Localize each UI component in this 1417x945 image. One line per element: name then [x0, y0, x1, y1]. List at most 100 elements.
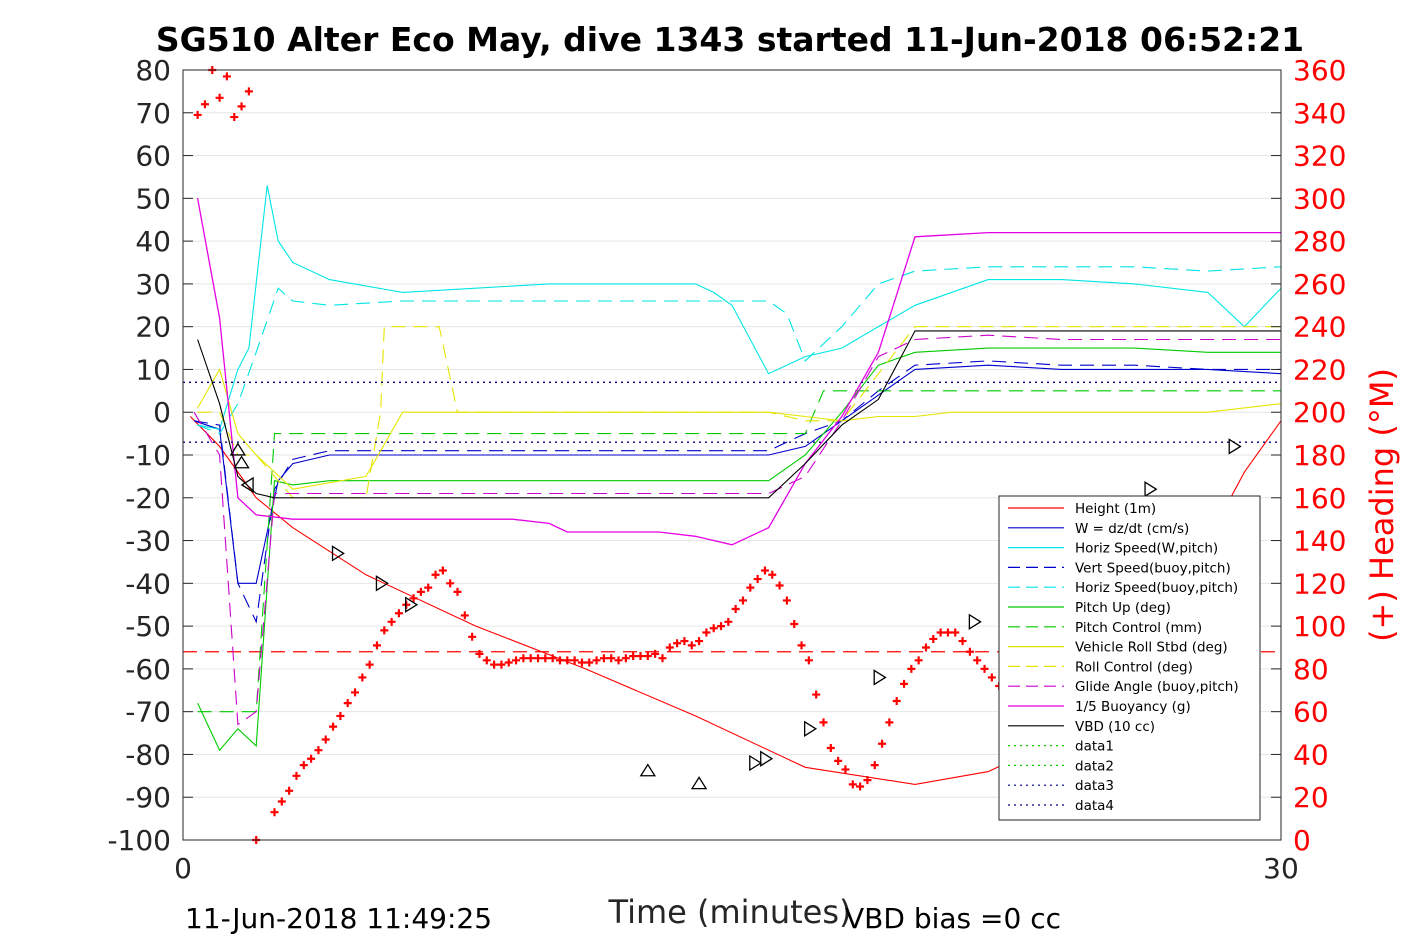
ticks: 80706050403020100-10-20-30-40-50-60-70-8…: [107, 54, 1346, 885]
x-axis-label: Time (minutes): [608, 893, 852, 931]
footer-timestamp: 11-Jun-2018 11:49:25: [185, 902, 492, 935]
heading-point: [277, 797, 286, 806]
heading-point: [512, 656, 521, 665]
height-marker: [639, 763, 656, 777]
heading-point: [244, 87, 253, 96]
series-line-6: [197, 390, 1281, 713]
y2-tick-label: 0: [1293, 824, 1311, 857]
height-marker: [690, 776, 708, 790]
heading-point: [951, 628, 960, 637]
heading-point: [695, 637, 704, 646]
heading-point: [446, 579, 455, 588]
y-tick-label: -80: [125, 738, 171, 771]
heading-point: [943, 628, 952, 637]
series-line-8: [197, 326, 1281, 499]
heading-point: [848, 780, 857, 789]
heading-point: [651, 649, 660, 658]
y-tick-label: -40: [125, 567, 171, 600]
y2-tick-label: 80: [1293, 653, 1329, 686]
heading-point: [482, 656, 491, 665]
height-marker: [375, 575, 389, 592]
height-marker: [229, 442, 247, 456]
heading-point: [336, 711, 345, 720]
y-tick-label: -60: [125, 653, 171, 686]
x-tick-label: 0: [174, 852, 192, 885]
y-tick-label: 20: [135, 311, 171, 344]
legend-label-14: data3: [1075, 778, 1114, 794]
heading-point: [643, 652, 652, 661]
y-tick-label: 0: [153, 396, 171, 429]
y2-tick-label: 260: [1293, 268, 1346, 301]
heading-point: [629, 652, 638, 661]
height-marker: [1144, 481, 1158, 498]
y-tick-label: 30: [135, 268, 171, 301]
y-tick-label: -20: [125, 482, 171, 515]
heading-point: [299, 761, 308, 770]
legend-label-5: Pitch Up (deg): [1075, 600, 1171, 616]
y2-tick-label: 300: [1293, 182, 1346, 215]
heading-point: [929, 634, 938, 643]
heading-point: [665, 643, 674, 652]
height-marker: [233, 455, 250, 469]
height-marker: [240, 476, 254, 494]
y2-tick-label: 120: [1293, 567, 1346, 600]
heading-point: [680, 637, 689, 646]
heading-point: [819, 718, 828, 727]
legend-label-7: Vehicle Roll Stbd (deg): [1075, 640, 1228, 656]
heading-point: [731, 605, 740, 613]
heading-point: [702, 628, 711, 637]
heading-point: [768, 570, 777, 579]
heading-point: [541, 654, 550, 663]
y-tick-label: 80: [135, 54, 171, 87]
heading-point: [907, 664, 916, 673]
heading-point: [790, 619, 799, 628]
heading-point: [490, 660, 499, 669]
series-line-10: [196, 198, 1281, 546]
heading-point: [987, 673, 996, 682]
heading-point: [965, 647, 974, 656]
heading-point: [775, 581, 784, 590]
height-marker: [405, 596, 419, 613]
heading-point: [497, 660, 506, 669]
heading-point: [863, 776, 872, 785]
legend-label-13: data2: [1075, 758, 1114, 774]
footer-vbd-bias: VBD bias =0 cc: [845, 902, 1061, 935]
heading-point: [826, 744, 835, 753]
y2-tick-label: 280: [1293, 225, 1346, 258]
heading-point: [607, 654, 616, 663]
heading-point: [658, 654, 667, 663]
heading-point: [548, 654, 557, 663]
series-line-7: [197, 367, 1282, 490]
heading-point: [409, 594, 418, 603]
heading-point: [760, 566, 769, 575]
height-marker: [760, 750, 774, 767]
heading-point: [387, 617, 396, 626]
height-marker: [873, 669, 887, 686]
heading-point: [460, 611, 469, 620]
series-line-1: [193, 364, 1282, 584]
legend-label-3: Vert Speed(buoy,pitch): [1075, 560, 1231, 576]
heading-point: [270, 808, 279, 817]
heading-point: [519, 654, 528, 663]
heading-point: [329, 722, 338, 731]
series-line-2: [197, 185, 1282, 430]
heading-point: [416, 587, 425, 596]
heading-point: [394, 609, 403, 618]
y2-tick-label: 360: [1293, 54, 1346, 87]
y-tick-label: -50: [125, 610, 171, 643]
legend-box: [998, 495, 1261, 821]
heading-point: [200, 100, 209, 109]
heading-point: [343, 699, 352, 708]
heading-point: [351, 688, 360, 697]
series-line-9: [193, 334, 1281, 726]
heading-point: [372, 641, 381, 650]
height-marker: [331, 545, 345, 562]
heading-point: [856, 782, 865, 791]
height-marker: [1228, 438, 1242, 455]
y-tick-label: 60: [135, 140, 171, 173]
y2-tick-label: 200: [1293, 396, 1346, 429]
series-line-3: [193, 360, 1281, 624]
heading-point: [782, 596, 791, 605]
heading-point: [878, 739, 887, 748]
